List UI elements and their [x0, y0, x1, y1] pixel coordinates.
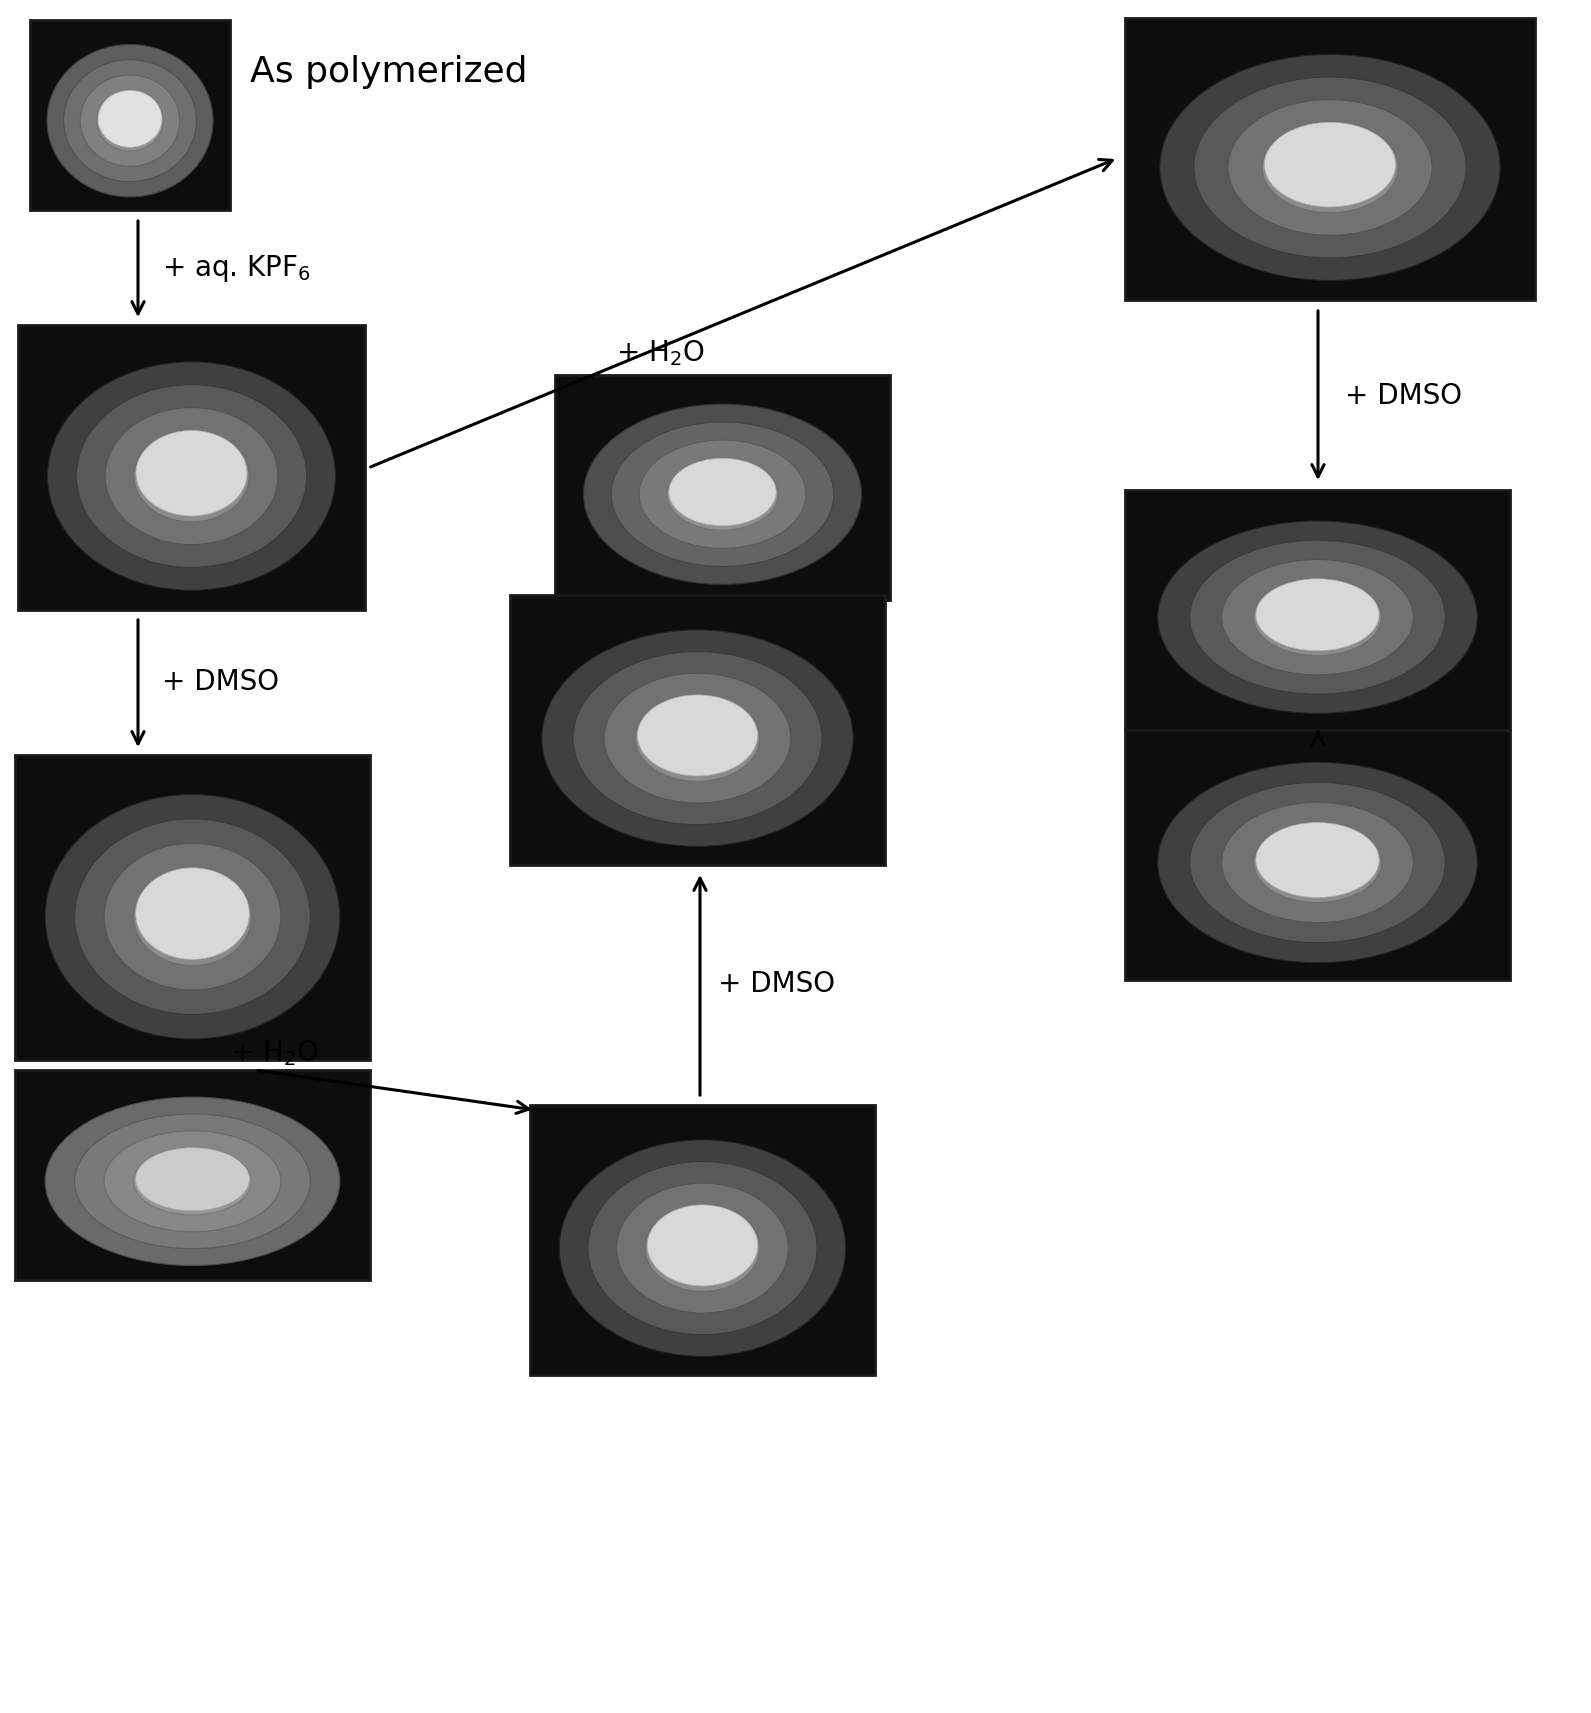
Ellipse shape [99, 91, 162, 147]
Ellipse shape [45, 1096, 340, 1266]
Ellipse shape [134, 868, 251, 966]
Ellipse shape [1158, 521, 1478, 713]
Ellipse shape [667, 457, 778, 531]
Ellipse shape [80, 75, 180, 166]
Ellipse shape [617, 1184, 789, 1314]
Ellipse shape [134, 430, 250, 522]
Ellipse shape [1255, 822, 1379, 898]
Ellipse shape [1262, 122, 1398, 212]
Ellipse shape [135, 430, 247, 516]
Ellipse shape [75, 819, 310, 1014]
Text: + DMSO: + DMSO [718, 970, 835, 999]
Ellipse shape [1158, 762, 1478, 963]
Ellipse shape [605, 673, 791, 803]
Text: As polymerized: As polymerized [250, 55, 528, 89]
Ellipse shape [611, 421, 834, 567]
Ellipse shape [1286, 598, 1349, 637]
Text: + H$_2$O: + H$_2$O [616, 337, 705, 368]
Ellipse shape [584, 404, 862, 584]
Ellipse shape [1265, 122, 1395, 207]
Ellipse shape [1297, 146, 1363, 190]
Ellipse shape [1193, 77, 1467, 259]
Ellipse shape [1222, 560, 1413, 675]
Ellipse shape [1254, 822, 1381, 903]
Ellipse shape [646, 1204, 760, 1292]
Ellipse shape [573, 651, 823, 824]
Ellipse shape [560, 1139, 846, 1357]
Ellipse shape [162, 1165, 223, 1197]
Ellipse shape [543, 630, 853, 846]
Bar [14, 755, 371, 1060]
Ellipse shape [648, 1204, 757, 1286]
Ellipse shape [76, 385, 307, 567]
Ellipse shape [1255, 579, 1379, 651]
Bar [14, 1071, 371, 1280]
Bar [18, 325, 364, 610]
Ellipse shape [1254, 579, 1381, 656]
Ellipse shape [635, 695, 760, 781]
Ellipse shape [640, 440, 807, 548]
Ellipse shape [103, 843, 282, 990]
Ellipse shape [1228, 99, 1432, 235]
Bar [511, 594, 885, 865]
Ellipse shape [1160, 55, 1500, 281]
Text: + DMSO: + DMSO [162, 668, 278, 695]
Ellipse shape [135, 1148, 250, 1211]
Text: + aq. KPF$_6$: + aq. KPF$_6$ [162, 252, 310, 283]
Text: + DMSO: + DMSO [1344, 382, 1462, 409]
Ellipse shape [668, 459, 776, 526]
Ellipse shape [64, 60, 196, 182]
Ellipse shape [48, 361, 336, 591]
Bar [1125, 490, 1510, 730]
Ellipse shape [97, 91, 164, 151]
Ellipse shape [1222, 802, 1413, 923]
Ellipse shape [105, 408, 278, 545]
Ellipse shape [162, 454, 220, 498]
Bar [1125, 19, 1535, 300]
Ellipse shape [589, 1161, 818, 1334]
Ellipse shape [113, 106, 146, 135]
Ellipse shape [48, 45, 213, 197]
Ellipse shape [135, 868, 250, 959]
Bar [530, 1105, 875, 1376]
Ellipse shape [675, 1227, 732, 1269]
Bar [555, 375, 889, 600]
Ellipse shape [134, 1148, 251, 1215]
Ellipse shape [638, 695, 757, 776]
Ellipse shape [103, 1131, 282, 1232]
Ellipse shape [695, 476, 751, 512]
Ellipse shape [162, 892, 223, 940]
Ellipse shape [1286, 843, 1349, 882]
Text: + H$_2$O: + H$_2$O [231, 1038, 318, 1067]
Ellipse shape [75, 1113, 310, 1249]
Ellipse shape [45, 795, 340, 1040]
Ellipse shape [1190, 540, 1445, 694]
Bar [1125, 730, 1510, 980]
Ellipse shape [667, 716, 729, 761]
Ellipse shape [1190, 783, 1445, 942]
Bar [30, 21, 231, 211]
